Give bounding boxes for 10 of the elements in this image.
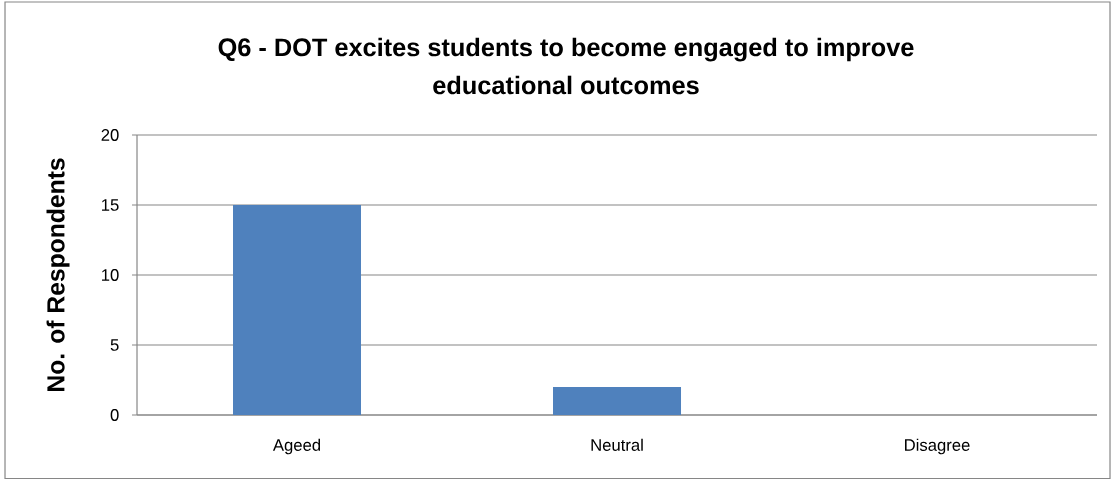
y-tick-label: 5 [110, 339, 119, 351]
y-tick-label: 15 [102, 199, 119, 211]
y-axis-title: No. of Respondents [46, 158, 70, 391]
y-tick-label: 20 [101, 129, 119, 141]
y-tick-label: 0 [110, 409, 119, 421]
x-tick-label: Neutral [591, 438, 643, 451]
x-tick-label: Disagree [905, 438, 970, 455]
chart-title: Q6 - DOT excites students to become engaged to improve educational outcomes [218, 37, 914, 95]
y-tick-label: 10 [102, 269, 119, 281]
x-tick-label: Ageed [272, 438, 321, 455]
